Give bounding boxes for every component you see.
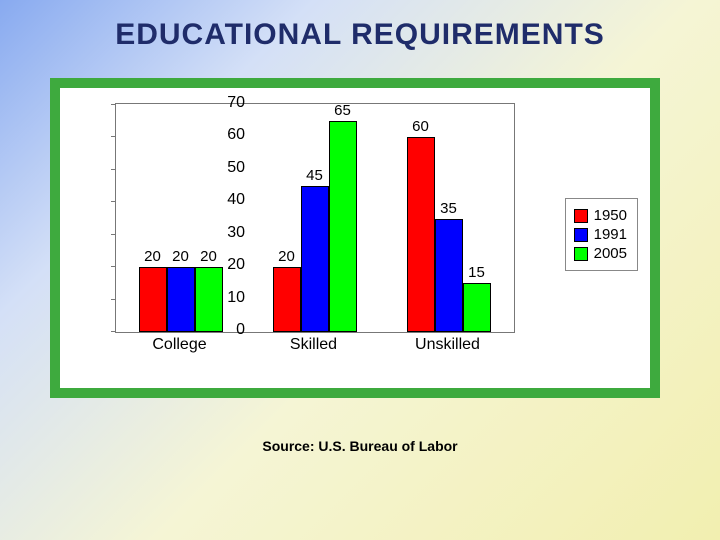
ytick-label: 70 <box>205 94 245 112</box>
bar-1991-unskilled <box>435 219 463 333</box>
slide-title: EDUCATIONAL REQUIREMENTS <box>0 18 720 52</box>
legend-item-2005: 2005 <box>574 245 627 262</box>
chart-inner: 202020204565603515 010203040506070 Colle… <box>60 88 650 388</box>
bar-value-label: 65 <box>334 102 351 119</box>
xtick-label: College <box>140 336 220 354</box>
bar-value-label: 15 <box>468 264 485 281</box>
bar-value-label: 35 <box>440 200 457 217</box>
xtick-label: Skilled <box>274 336 354 354</box>
ytick-label: 10 <box>205 289 245 307</box>
ytick-mark <box>111 299 116 300</box>
legend-label: 2005 <box>594 245 627 262</box>
legend-item-1991: 1991 <box>574 226 627 243</box>
ytick-mark <box>111 169 116 170</box>
legend-swatch <box>574 247 588 261</box>
bar-value-label: 45 <box>306 167 323 184</box>
plot-area: 20 20 20 20 45 65 60 35 15 <box>115 103 515 333</box>
ytick-mark <box>111 234 116 235</box>
bar-value-label: 20 <box>144 248 161 265</box>
legend-item-1950: 1950 <box>574 207 627 224</box>
ytick-mark <box>111 266 116 267</box>
ytick-label: 30 <box>205 224 245 242</box>
legend-swatch <box>574 209 588 223</box>
legend-swatch <box>574 228 588 242</box>
bar-1991-college <box>167 267 195 332</box>
bar-2005-unskilled <box>463 283 491 332</box>
ytick-mark <box>111 331 116 332</box>
legend-label: 1991 <box>594 226 627 243</box>
bar-value-label: 20 <box>278 248 295 265</box>
ytick-mark <box>111 201 116 202</box>
bar-2005-skilled <box>329 121 357 332</box>
legend: 1950 1991 2005 <box>565 198 638 271</box>
source-citation: Source: U.S. Bureau of Labor <box>0 438 720 454</box>
ytick-label: 20 <box>205 256 245 274</box>
ytick-label: 50 <box>205 159 245 177</box>
bar-1950-college <box>139 267 167 332</box>
ytick-label: 60 <box>205 126 245 144</box>
xtick-label: Unskilled <box>408 336 488 354</box>
ytick-mark <box>111 104 116 105</box>
slide-background: EDUCATIONAL REQUIREMENTS 20 20 20 20 45 65 60 3… <box>0 0 720 540</box>
chart-frame: 202020204565603515 010203040506070 Colle… <box>50 78 660 398</box>
bar-1950-skilled <box>273 267 301 332</box>
legend-label: 1950 <box>594 207 627 224</box>
bar-1950-unskilled <box>407 137 435 332</box>
ytick-mark <box>111 136 116 137</box>
bar-value-label: 20 <box>172 248 189 265</box>
bar-1991-skilled <box>301 186 329 332</box>
bar-value-label: 60 <box>412 118 429 135</box>
ytick-label: 40 <box>205 191 245 209</box>
